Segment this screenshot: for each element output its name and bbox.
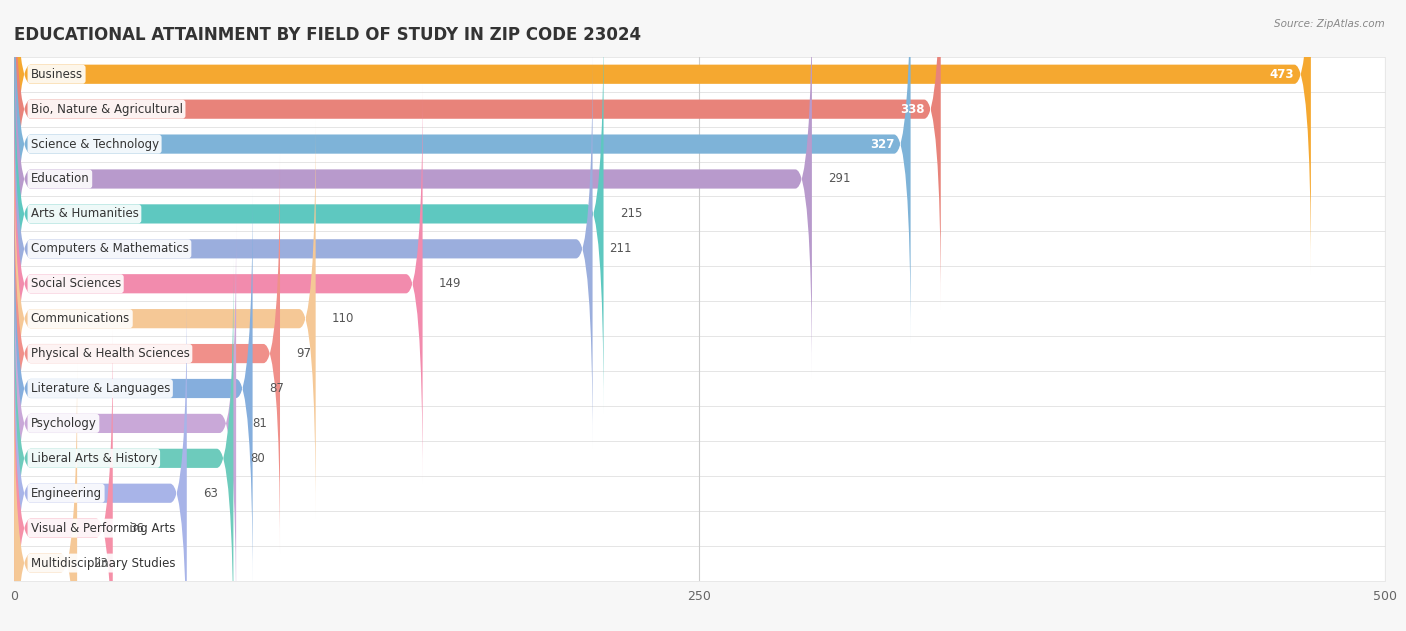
Text: Engineering: Engineering [31, 487, 101, 500]
Text: 110: 110 [332, 312, 354, 325]
FancyBboxPatch shape [14, 546, 1385, 581]
FancyBboxPatch shape [14, 363, 77, 631]
Text: Arts & Humanities: Arts & Humanities [31, 208, 138, 220]
Text: Source: ZipAtlas.com: Source: ZipAtlas.com [1274, 19, 1385, 29]
Text: Education: Education [31, 172, 89, 186]
Text: 63: 63 [204, 487, 218, 500]
FancyBboxPatch shape [14, 476, 1385, 510]
FancyBboxPatch shape [14, 301, 1385, 336]
FancyBboxPatch shape [14, 441, 1385, 476]
FancyBboxPatch shape [14, 293, 187, 631]
FancyBboxPatch shape [14, 154, 280, 553]
FancyBboxPatch shape [14, 223, 236, 623]
Text: 87: 87 [269, 382, 284, 395]
FancyBboxPatch shape [14, 84, 423, 483]
FancyBboxPatch shape [14, 259, 233, 631]
FancyBboxPatch shape [14, 510, 1385, 546]
Text: 80: 80 [250, 452, 264, 465]
Text: 291: 291 [828, 172, 851, 186]
Text: 23: 23 [94, 557, 108, 570]
Text: Visual & Performing Arts: Visual & Performing Arts [31, 522, 174, 534]
Text: Multidisciplinary Studies: Multidisciplinary Studies [31, 557, 174, 570]
Text: Business: Business [31, 68, 83, 81]
FancyBboxPatch shape [14, 189, 253, 588]
Text: Science & Technology: Science & Technology [31, 138, 159, 151]
Text: 36: 36 [129, 522, 143, 534]
FancyBboxPatch shape [14, 371, 1385, 406]
FancyBboxPatch shape [14, 162, 1385, 196]
Text: 338: 338 [900, 103, 924, 115]
Text: 97: 97 [297, 347, 312, 360]
Text: Communications: Communications [31, 312, 129, 325]
Text: Liberal Arts & History: Liberal Arts & History [31, 452, 157, 465]
FancyBboxPatch shape [14, 336, 1385, 371]
Text: EDUCATIONAL ATTAINMENT BY FIELD OF STUDY IN ZIP CODE 23024: EDUCATIONAL ATTAINMENT BY FIELD OF STUDY… [14, 26, 641, 44]
FancyBboxPatch shape [14, 0, 811, 379]
FancyBboxPatch shape [14, 406, 1385, 441]
FancyBboxPatch shape [14, 328, 112, 631]
Text: Psychology: Psychology [31, 417, 97, 430]
FancyBboxPatch shape [14, 14, 603, 414]
Text: 211: 211 [609, 242, 631, 256]
FancyBboxPatch shape [14, 0, 941, 309]
Text: 149: 149 [439, 277, 461, 290]
FancyBboxPatch shape [14, 127, 1385, 162]
Text: 215: 215 [620, 208, 643, 220]
Text: Literature & Languages: Literature & Languages [31, 382, 170, 395]
Text: Physical & Health Sciences: Physical & Health Sciences [31, 347, 190, 360]
FancyBboxPatch shape [14, 196, 1385, 232]
FancyBboxPatch shape [14, 0, 911, 344]
Text: 81: 81 [253, 417, 267, 430]
Text: Computers & Mathematics: Computers & Mathematics [31, 242, 188, 256]
FancyBboxPatch shape [14, 266, 1385, 301]
FancyBboxPatch shape [14, 57, 1385, 91]
Text: Social Sciences: Social Sciences [31, 277, 121, 290]
FancyBboxPatch shape [14, 0, 1310, 274]
Text: 327: 327 [870, 138, 894, 151]
Text: 473: 473 [1270, 68, 1295, 81]
Text: Bio, Nature & Agricultural: Bio, Nature & Agricultural [31, 103, 183, 115]
FancyBboxPatch shape [14, 49, 592, 449]
FancyBboxPatch shape [14, 91, 1385, 127]
FancyBboxPatch shape [14, 119, 316, 519]
FancyBboxPatch shape [14, 232, 1385, 266]
